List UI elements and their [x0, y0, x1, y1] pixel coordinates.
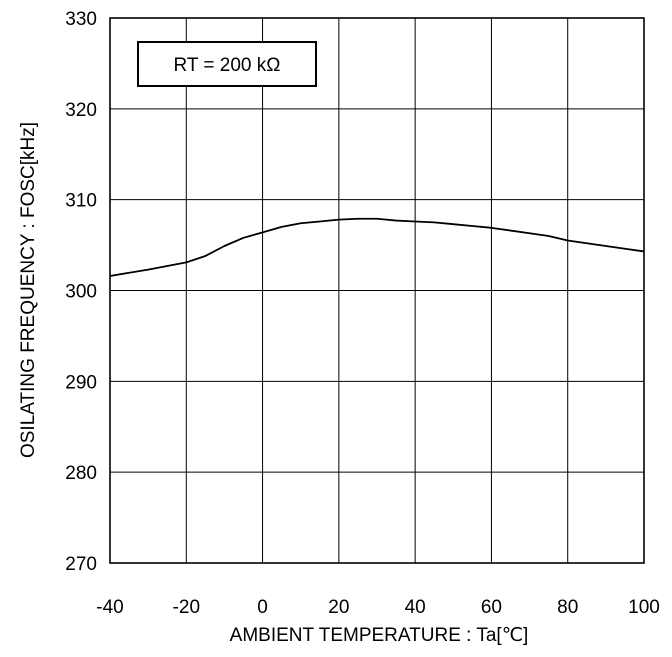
y-tick-label: 320: [65, 100, 97, 121]
x-axis-title: AMBIENT TEMPERATURE : Ta[℃]: [230, 625, 529, 646]
x-tick-label: 80: [557, 597, 578, 618]
x-tick-label: 20: [328, 597, 349, 618]
x-tick-label: 40: [405, 597, 426, 618]
x-tick-label: 60: [481, 597, 502, 618]
y-tick-label: 300: [65, 282, 97, 303]
plot-frame: [109, 17, 645, 564]
annotation-label: RT = 200 kΩ: [174, 55, 281, 76]
y-axis-ticks: 270 280 290 300 310 320 330: [65, 9, 97, 575]
y-tick-label: 280: [65, 463, 97, 484]
grid: [110, 18, 644, 563]
series-line: [109, 217, 645, 277]
annotation-box: RT = 200 kΩ: [137, 41, 317, 87]
annotation-frame: [137, 41, 317, 87]
x-tick-label: 100: [628, 597, 660, 618]
y-tick-label: 270: [65, 554, 97, 575]
y-tick-label: 290: [65, 372, 97, 393]
series-layer: [109, 217, 645, 277]
y-axis-title: OSILATING FREQUENCY : FOSC[kHz]: [18, 122, 39, 458]
x-tick-label: -40: [96, 597, 123, 618]
y-tick-label: 310: [65, 191, 97, 212]
x-tick-label: 0: [257, 597, 268, 618]
x-axis-ticks: -40 -20 0 20 40 60 80 100: [96, 597, 660, 618]
y-tick-label: 330: [65, 9, 97, 30]
x-tick-label: -20: [173, 597, 200, 618]
